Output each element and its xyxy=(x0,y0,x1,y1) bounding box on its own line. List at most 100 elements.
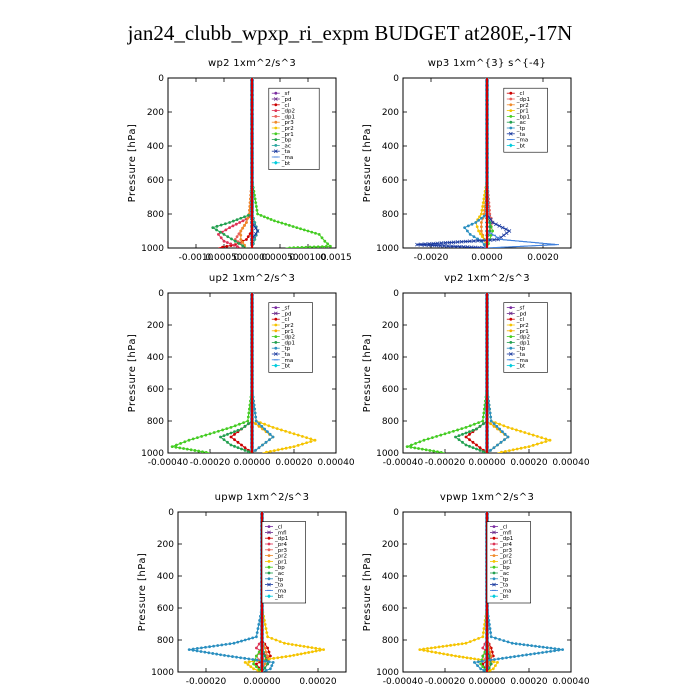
legend-entry: _pr1 xyxy=(499,559,512,565)
data-point xyxy=(241,244,245,248)
series-group xyxy=(405,293,552,453)
data-point xyxy=(320,245,324,248)
data-point xyxy=(199,650,203,653)
data-point xyxy=(483,403,487,407)
legend-swatch-marker xyxy=(267,571,271,575)
data-point xyxy=(541,651,544,654)
data-point xyxy=(246,663,250,666)
data-point xyxy=(460,642,464,646)
legend: _cl_mfl_dp1_pr4_pr3_pr2_pr1_bp_ac_tp_ta_… xyxy=(486,521,531,604)
x-tick-label: -0.00040 xyxy=(383,458,424,468)
data-point xyxy=(442,244,447,248)
data-point xyxy=(275,427,279,431)
y-axis-label: Pressure [hPa] xyxy=(127,334,138,413)
legend-entry: _mfl xyxy=(274,530,287,536)
data-point xyxy=(261,443,264,447)
data-point xyxy=(326,242,329,246)
data-point xyxy=(247,422,250,426)
x-tick-label: -0.00020 xyxy=(425,677,466,687)
data-point xyxy=(553,647,557,651)
data-point xyxy=(519,446,523,450)
data-point xyxy=(257,422,261,426)
legend-entry: _pr1 xyxy=(281,132,294,138)
data-point xyxy=(253,407,257,411)
data-point xyxy=(219,223,223,227)
legend-entry: _pr3 xyxy=(499,548,513,554)
data-point xyxy=(220,643,224,647)
data-point xyxy=(179,442,183,445)
data-point xyxy=(443,432,447,436)
legend-swatch-marker xyxy=(492,525,496,528)
legend-entry: _pr1 xyxy=(274,559,287,565)
data-point xyxy=(229,443,233,447)
data-point xyxy=(439,433,443,437)
data-point xyxy=(226,440,229,444)
data-point xyxy=(507,229,512,233)
legend-entry: _ac xyxy=(281,143,291,149)
data-point xyxy=(254,419,258,423)
data-point xyxy=(231,219,235,223)
data-point xyxy=(474,221,478,224)
data-point xyxy=(272,656,276,660)
data-point xyxy=(239,656,243,660)
data-point xyxy=(246,419,250,423)
data-point xyxy=(193,449,197,452)
data-point xyxy=(254,201,258,205)
legend-entry: _dp1 xyxy=(274,536,288,542)
data-point xyxy=(268,432,272,436)
data-point xyxy=(276,656,280,660)
y-tick-label: 800 xyxy=(382,210,399,220)
data-point xyxy=(489,448,492,452)
data-point xyxy=(291,225,295,228)
data-point xyxy=(225,241,229,244)
series-group xyxy=(415,78,559,248)
y-axis-label: Pressure [hPa] xyxy=(137,553,148,632)
data-point xyxy=(201,450,204,453)
data-point xyxy=(288,654,292,658)
data-point xyxy=(270,637,274,640)
data-point xyxy=(227,654,230,658)
data-point xyxy=(174,445,178,449)
legend-entry: _pr2 xyxy=(281,323,294,329)
data-point xyxy=(236,440,240,444)
x-tick-label: 0.0015 xyxy=(320,253,352,263)
data-point xyxy=(487,654,491,658)
data-point xyxy=(499,440,503,444)
data-point xyxy=(481,205,485,208)
data-point xyxy=(222,434,226,438)
x-tick-label: -0.00040 xyxy=(383,677,424,687)
legend-entry: _pd xyxy=(281,311,292,317)
data-point xyxy=(426,649,430,653)
data-point xyxy=(284,655,288,658)
data-point xyxy=(488,411,492,415)
data-point xyxy=(296,443,300,447)
data-point xyxy=(531,443,535,447)
data-point xyxy=(422,243,427,247)
data-point xyxy=(175,443,178,447)
data-point xyxy=(230,237,233,241)
data-point xyxy=(488,221,492,224)
series-line-ta xyxy=(416,78,511,248)
data-point xyxy=(243,661,247,664)
data-point xyxy=(482,450,485,453)
data-point xyxy=(323,239,327,243)
legend-entry: _pr2 xyxy=(281,126,294,132)
data-point xyxy=(488,238,492,242)
data-point xyxy=(208,432,212,436)
data-point xyxy=(287,223,291,227)
y-tick-label: 400 xyxy=(147,353,164,363)
data-point xyxy=(231,224,235,228)
data-point xyxy=(439,450,443,453)
data-point xyxy=(422,648,426,652)
data-point xyxy=(473,661,476,664)
y-tick-label: 800 xyxy=(382,417,399,427)
data-point xyxy=(229,431,233,435)
data-point xyxy=(257,650,261,654)
data-point xyxy=(265,631,269,635)
data-point xyxy=(464,426,468,429)
legend-swatch-marker xyxy=(267,565,271,569)
data-point xyxy=(541,645,545,649)
data-point xyxy=(294,643,298,647)
data-point xyxy=(479,232,482,236)
